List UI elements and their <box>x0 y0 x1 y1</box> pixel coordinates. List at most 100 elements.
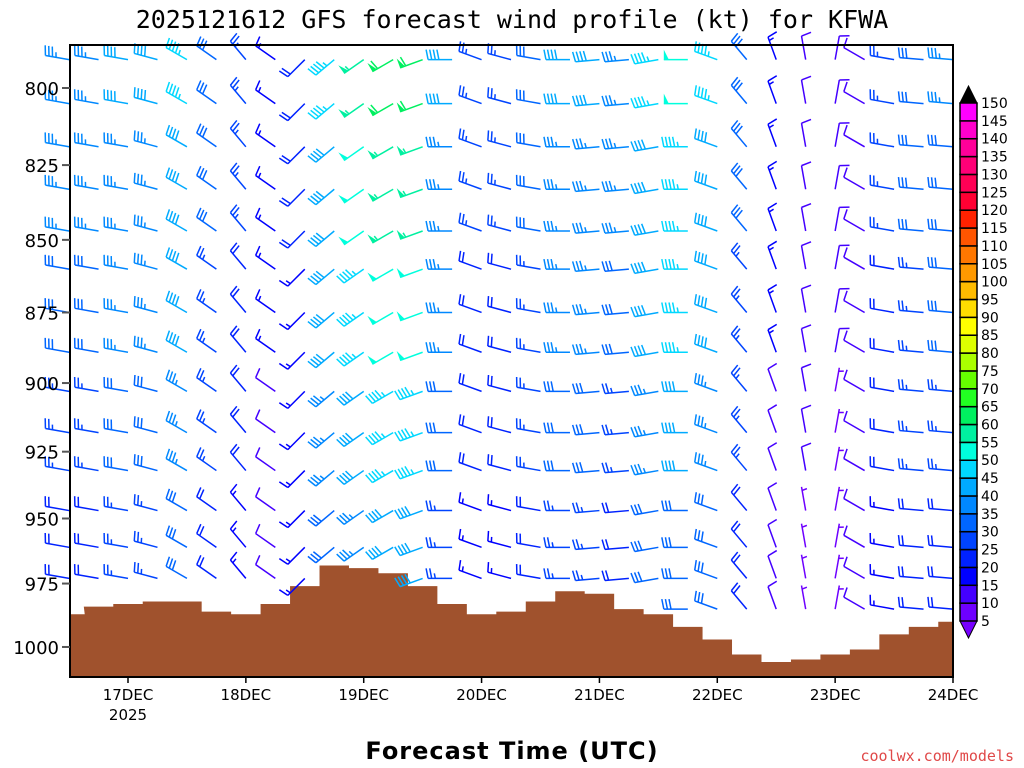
colorbar-swatch <box>959 441 978 461</box>
wind-barb <box>254 367 276 392</box>
wind-barb <box>425 381 453 393</box>
wind-barb <box>515 418 541 434</box>
colorbar-label: 115 <box>981 221 1008 237</box>
wind-barb <box>229 364 247 392</box>
wind-barb <box>543 179 570 191</box>
wind-barb <box>307 230 335 248</box>
wind-barb <box>897 596 924 610</box>
wind-barb <box>196 165 217 190</box>
colorbar-label: 125 <box>981 185 1008 201</box>
wind-barb <box>458 250 482 270</box>
wind-barb <box>103 418 129 434</box>
wind-barb <box>927 176 954 191</box>
wind-barb <box>730 364 748 392</box>
wind-barb <box>165 556 188 580</box>
wind-barb <box>767 323 778 353</box>
wind-barb <box>103 298 129 314</box>
wind-barb <box>869 298 895 314</box>
wind-barb <box>165 167 188 190</box>
wind-barb <box>869 377 895 393</box>
wind-barb <box>730 119 748 148</box>
wind-barb <box>571 343 600 356</box>
wind-barb <box>661 302 688 314</box>
wind-barb <box>394 386 423 401</box>
wind-barb <box>843 525 865 548</box>
wind-barb <box>543 93 570 105</box>
wind-barb <box>897 535 924 549</box>
wind-barb <box>73 89 99 105</box>
colorbar-swatch <box>959 209 978 229</box>
wind-barb <box>103 564 129 580</box>
wind-barb <box>800 284 812 313</box>
wind-barb <box>601 424 629 436</box>
wind-barb <box>133 214 158 232</box>
colorbar-swatch <box>959 102 978 122</box>
wind-barb <box>133 252 158 270</box>
wind-barb <box>800 554 808 579</box>
colorbar-label: 15 <box>981 578 999 594</box>
wind-barb <box>543 220 570 232</box>
wind-barb <box>927 535 954 549</box>
wind-barb <box>394 505 423 520</box>
wind-barb <box>693 528 718 549</box>
colorbar-swatch <box>959 173 978 194</box>
wind-barb <box>601 570 629 582</box>
wind-barb <box>307 390 335 408</box>
wind-barb <box>103 377 129 393</box>
wind-barb <box>458 560 482 580</box>
wind-barb <box>254 328 276 353</box>
wind-barb <box>196 447 217 472</box>
wind-barb <box>165 124 188 148</box>
wind-barb <box>515 456 541 472</box>
wind-barb <box>800 442 812 471</box>
wind-barb <box>571 50 600 63</box>
wind-barb <box>897 379 924 393</box>
wind-barb <box>730 483 748 512</box>
colorbar-label: 30 <box>981 525 999 541</box>
y-tick-label: 825 <box>25 156 59 177</box>
wind-barb <box>103 254 129 270</box>
wind-barb <box>396 351 423 362</box>
wind-barb <box>515 564 541 580</box>
colorbar-over-triangle <box>959 84 978 104</box>
wind-barb <box>254 487 276 512</box>
wind-barb <box>630 96 659 109</box>
wind-barb <box>458 372 482 393</box>
wind-barb <box>515 45 541 61</box>
wind-barb <box>336 268 365 284</box>
wind-barb <box>730 242 748 270</box>
wind-barb <box>767 549 778 579</box>
wind-barb <box>394 428 423 442</box>
wind-barb <box>693 560 718 580</box>
wind-barb <box>73 496 99 512</box>
wind-barb <box>843 488 865 512</box>
wind-barb <box>458 294 482 314</box>
wind-barb <box>843 81 865 105</box>
wind-barb <box>571 222 600 234</box>
wind-barb <box>601 462 629 474</box>
wind-barb <box>196 245 217 270</box>
wind-barb <box>307 546 335 564</box>
wind-barb <box>165 448 188 472</box>
wind-barb <box>73 456 99 472</box>
wind-barb <box>601 95 629 107</box>
wind-barb <box>307 146 335 163</box>
colorbar-swatch <box>959 495 978 515</box>
colorbar-label: 25 <box>981 543 999 559</box>
wind-barb <box>365 431 394 446</box>
colorbar-swatch <box>959 584 978 604</box>
colorbar-label: 55 <box>981 435 999 451</box>
wind-barb <box>133 374 158 393</box>
wind-barb <box>661 568 688 580</box>
y-axis: 800 825 850 875 900 925 950 975 1000 <box>13 79 70 659</box>
wind-barb <box>543 537 570 549</box>
colorbar-swatch <box>959 155 978 176</box>
wind-barb <box>487 214 512 232</box>
credit-link[interactable]: coolwx.com/models <box>860 747 1014 765</box>
y-tick-label: 1000 <box>13 638 59 659</box>
wind-barb <box>543 302 570 314</box>
wind-barb <box>800 118 812 147</box>
wind-barb <box>425 136 453 148</box>
wind-barb <box>73 418 99 434</box>
wind-barb <box>338 230 365 246</box>
